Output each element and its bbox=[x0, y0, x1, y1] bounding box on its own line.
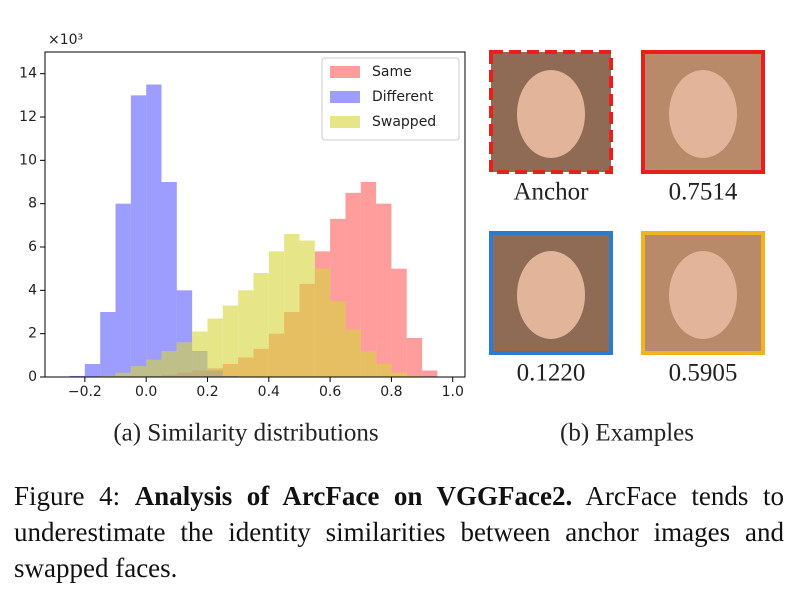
legend-swatch bbox=[330, 116, 360, 128]
example-label: Anchor bbox=[514, 179, 590, 206]
histogram-bar bbox=[207, 318, 223, 377]
examples-caption: (b) Examples bbox=[560, 420, 694, 447]
legend-label: Different bbox=[372, 89, 434, 105]
histogram-bar bbox=[84, 364, 101, 377]
histogram-bar bbox=[146, 84, 162, 377]
histogram-bar bbox=[360, 351, 377, 377]
caption-text: ArcFace tends to underestimate the ident… bbox=[14, 481, 785, 583]
figure: ×10³ (a) Similarity distributions (b) Ex… bbox=[19, 32, 765, 447]
histogram-bar bbox=[192, 331, 208, 377]
histogram-bar bbox=[130, 366, 147, 377]
histogram-bar bbox=[222, 305, 239, 377]
histogram-bar bbox=[100, 312, 116, 377]
caption-bold: Analysis of ArcFace on VGGFace2. bbox=[134, 481, 573, 511]
histogram-bar bbox=[238, 290, 254, 377]
x-tick-label: 0.4 bbox=[258, 384, 280, 400]
histogram-bar bbox=[161, 182, 177, 377]
histogram-bar bbox=[146, 359, 162, 377]
x-tick-label: 1.0 bbox=[442, 384, 464, 400]
figure-caption: Figure 4: Analysis of ArcFace on VGGFace… bbox=[14, 478, 784, 586]
example-label: 0.7514 bbox=[669, 179, 738, 206]
face-shape bbox=[669, 70, 737, 158]
plot-frame bbox=[44, 51, 466, 378]
histogram-bar bbox=[376, 203, 392, 377]
histogram-bar bbox=[176, 342, 193, 377]
x-tick-label: 0.0 bbox=[135, 384, 157, 400]
histogram-bar bbox=[115, 372, 131, 377]
image-border bbox=[489, 231, 613, 355]
face-shape bbox=[517, 251, 585, 339]
y-tick-label: 6 bbox=[28, 239, 37, 255]
face-shape bbox=[669, 251, 737, 339]
legend-swatch bbox=[330, 91, 360, 103]
x-tick-label: 0.2 bbox=[196, 384, 218, 400]
y-tick-label: 10 bbox=[19, 152, 37, 168]
x-tick-label: −0.2 bbox=[68, 384, 102, 400]
histogram-bar bbox=[406, 338, 423, 377]
y-tick-label: 14 bbox=[19, 66, 37, 82]
histogram-bar bbox=[253, 273, 269, 377]
legend-label: Same bbox=[372, 64, 412, 80]
y-tick-label: 0 bbox=[28, 369, 37, 385]
histogram-bar bbox=[391, 372, 407, 377]
face-shape bbox=[517, 70, 585, 158]
histogram-bar bbox=[268, 251, 285, 377]
y-tick-label: 4 bbox=[28, 282, 37, 298]
histogram-bar bbox=[345, 329, 361, 377]
example-label: 0.1220 bbox=[517, 360, 586, 387]
histogram-bar bbox=[161, 351, 177, 377]
caption-label: Figure 4: bbox=[14, 481, 121, 511]
histogram-bar bbox=[391, 268, 407, 377]
image-border bbox=[641, 231, 765, 355]
y-tick-label: 2 bbox=[28, 326, 37, 342]
legend-label: Swapped bbox=[372, 114, 436, 130]
histogram-bar bbox=[422, 370, 438, 377]
histogram-bar bbox=[299, 240, 315, 377]
x-tick-label: 0.8 bbox=[380, 384, 402, 400]
histogram-bar bbox=[284, 234, 300, 377]
histogram-bar bbox=[314, 268, 331, 377]
y-offset-label: ×10³ bbox=[48, 32, 83, 48]
example-label: 0.5905 bbox=[669, 360, 738, 387]
histogram-bar bbox=[360, 182, 377, 377]
histogram-bar bbox=[376, 364, 392, 377]
histogram-bar bbox=[115, 203, 131, 377]
legend-swatch bbox=[330, 66, 360, 78]
histogram-bar bbox=[330, 301, 346, 377]
image-border bbox=[489, 50, 613, 174]
image-border bbox=[641, 50, 765, 174]
histogram-bar bbox=[406, 375, 423, 377]
y-tick-label: 8 bbox=[28, 196, 37, 212]
y-tick-label: 12 bbox=[19, 109, 37, 125]
histogram-bar bbox=[130, 95, 147, 377]
histogram-bar bbox=[100, 375, 116, 377]
histogram-bar bbox=[69, 375, 85, 377]
chart-caption: (a) Similarity distributions bbox=[113, 420, 378, 447]
x-tick-label: 0.6 bbox=[319, 384, 341, 400]
